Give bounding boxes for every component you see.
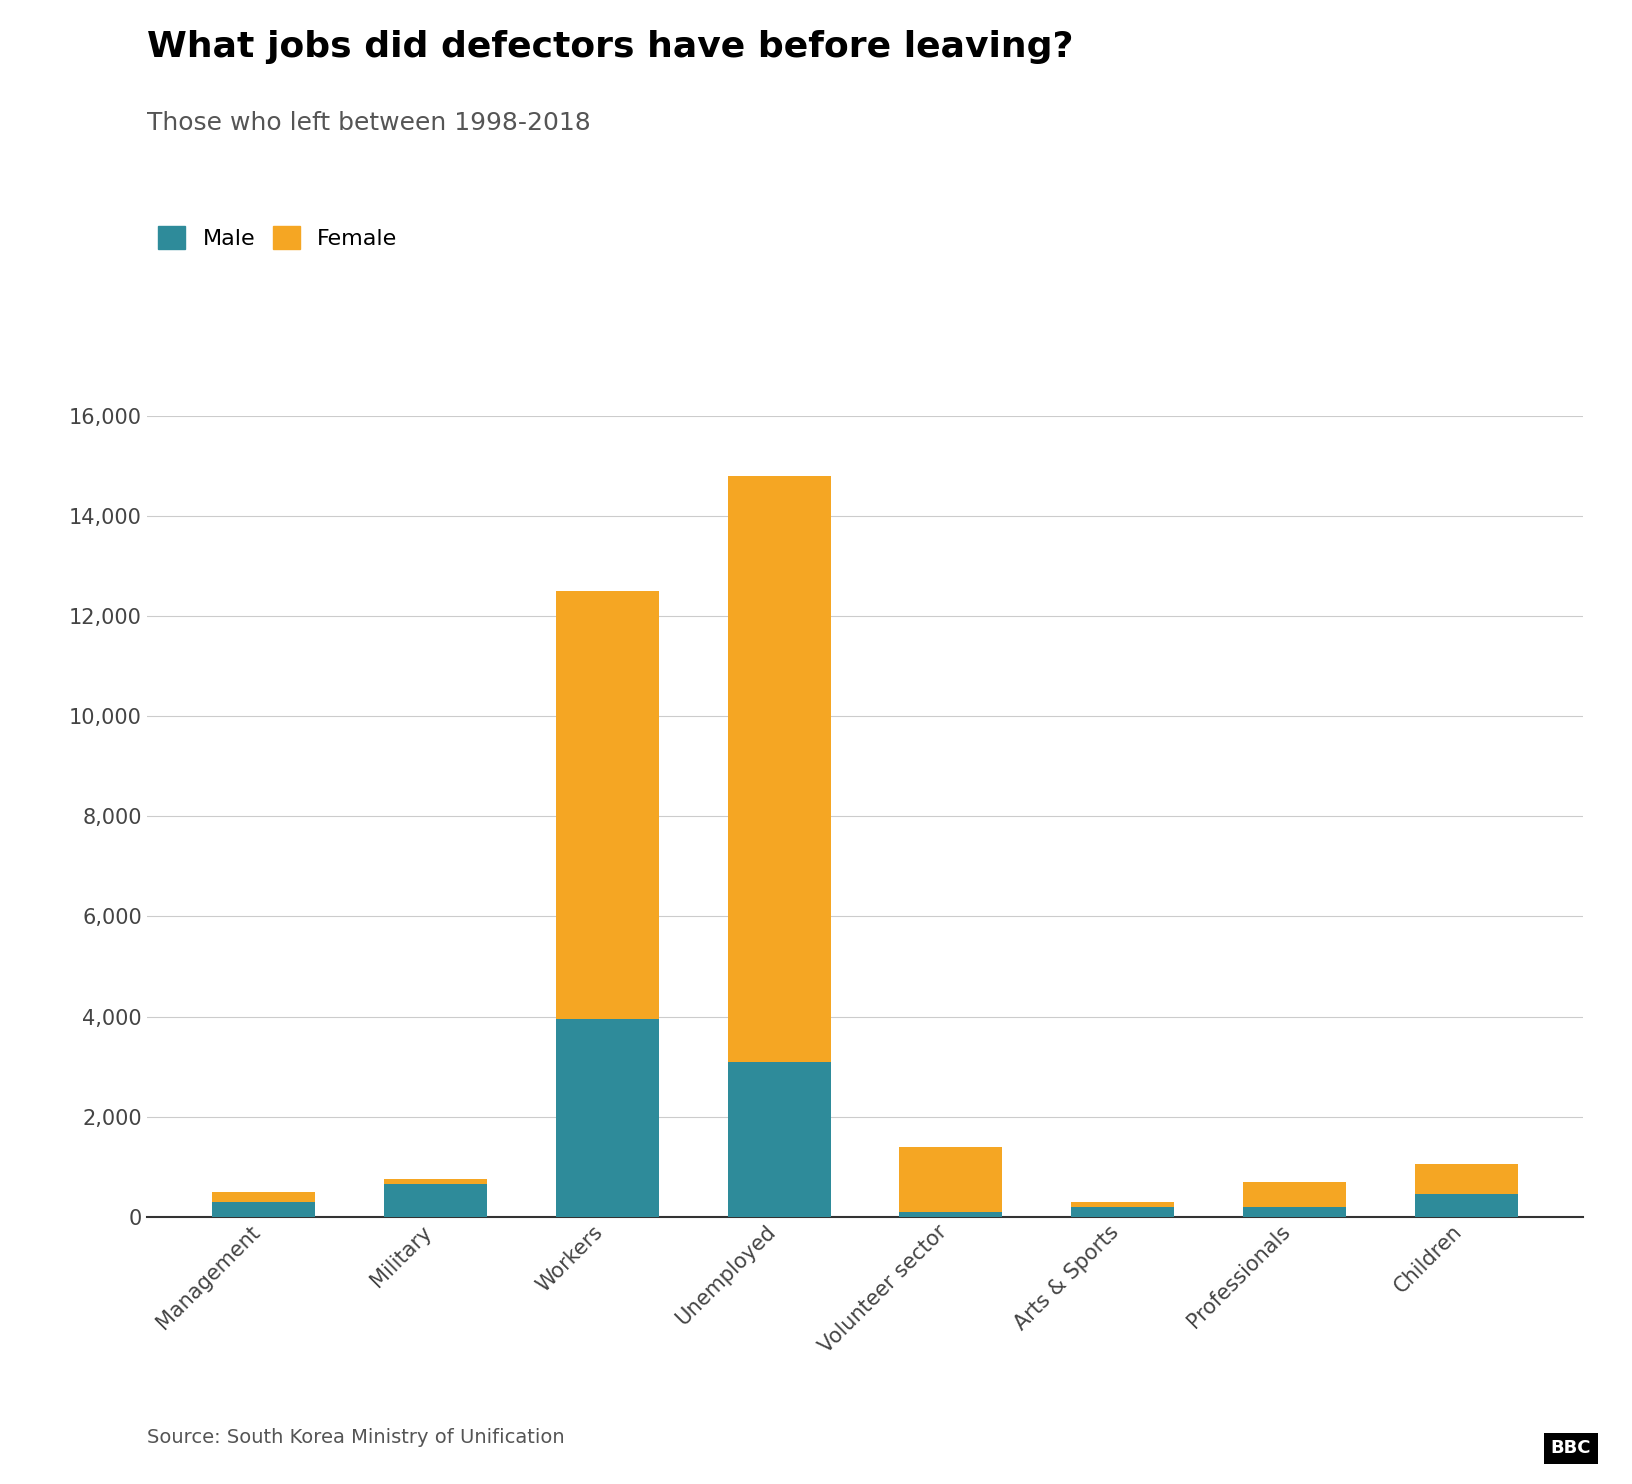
- Bar: [384, 1184, 486, 1217]
- Text: Source: South Korea Ministry of Unification: Source: South Korea Ministry of Unificat…: [147, 1428, 565, 1447]
- Bar: [1244, 1206, 1346, 1217]
- Bar: [1071, 1202, 1173, 1206]
- Bar: [557, 591, 659, 1020]
- Legend: Male, Female: Male, Female: [158, 226, 398, 249]
- Text: Those who left between 1998-2018: Those who left between 1998-2018: [147, 111, 591, 135]
- Text: What jobs did defectors have before leaving?: What jobs did defectors have before leav…: [147, 30, 1074, 64]
- Bar: [1415, 1195, 1518, 1217]
- Bar: [384, 1180, 486, 1184]
- Bar: [899, 1147, 1002, 1212]
- Bar: [899, 1212, 1002, 1217]
- Bar: [212, 1192, 315, 1202]
- Bar: [728, 475, 831, 1061]
- Bar: [1071, 1206, 1173, 1217]
- Text: BBC: BBC: [1550, 1439, 1591, 1457]
- Bar: [728, 1061, 831, 1217]
- Bar: [1244, 1181, 1346, 1206]
- Bar: [557, 1020, 659, 1217]
- Bar: [212, 1202, 315, 1217]
- Bar: [1415, 1165, 1518, 1195]
